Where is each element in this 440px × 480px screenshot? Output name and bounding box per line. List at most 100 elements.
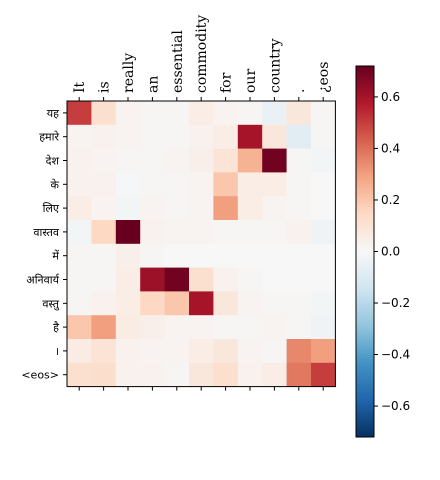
heatmap-cell (237, 267, 263, 292)
y-tick-label: के (51, 178, 60, 191)
heatmap-cell (237, 291, 263, 316)
heatmap-cell (237, 101, 263, 126)
heatmap-cell (91, 101, 117, 126)
heatmap-cell (213, 172, 239, 197)
heatmap-cell (286, 362, 312, 387)
heatmap-cell (311, 267, 336, 292)
heatmap-cell (140, 220, 165, 245)
heatmap-cell (140, 101, 165, 126)
heatmap-cell (213, 220, 239, 245)
colorbar-tick-label: 0.6 (381, 90, 400, 104)
heatmap-cell (91, 243, 117, 268)
heatmap-cell (311, 315, 336, 340)
x-tick-label: really (121, 53, 137, 93)
heatmap-cell (262, 148, 287, 173)
heatmap-cell (164, 362, 190, 387)
heatmap-cell (213, 243, 239, 268)
heatmap-cell (189, 196, 214, 221)
heatmap-cell (140, 267, 165, 292)
x-tick-label: is (97, 81, 113, 93)
heatmap-cell (262, 124, 287, 149)
heatmap-cell (91, 362, 117, 387)
heatmap-cell (213, 101, 239, 126)
heatmap-cell (164, 172, 190, 197)
heatmap-cell (189, 291, 214, 316)
heatmap-cell (286, 339, 312, 364)
x-tick-label: It (72, 81, 88, 93)
heatmap-cell (91, 291, 117, 316)
heatmap-cell (262, 362, 287, 387)
heatmap-cell (213, 291, 239, 316)
x-tick-label: for (219, 72, 235, 93)
colorbar-tick-label: 0.4 (381, 141, 400, 155)
heatmap-cell (286, 243, 312, 268)
heatmap-cell (311, 339, 336, 364)
heatmap-cell (140, 362, 165, 387)
heatmap-cell (311, 101, 336, 126)
x-tick-label: ¿eos (316, 62, 332, 93)
heatmap-cell (286, 196, 312, 221)
heatmap-cell (213, 362, 239, 387)
heatmap-cell (164, 196, 190, 221)
heatmap-cell (189, 220, 214, 245)
y-tick-label: देश (46, 155, 60, 168)
heatmap-cell (91, 220, 117, 245)
heatmap-cell (311, 243, 336, 268)
heatmap-cell (115, 291, 141, 316)
y-tick-label: वस्तु (42, 297, 60, 310)
heatmap-cell (115, 362, 141, 387)
heatmap-cell (140, 196, 165, 221)
heatmap-cell (189, 101, 214, 126)
heatmap-cell (189, 267, 214, 292)
x-tick-label: commodity (194, 15, 210, 93)
colorbar-tick-label: −0.4 (381, 348, 410, 362)
heatmap-cell (262, 196, 287, 221)
heatmap-cell (286, 220, 312, 245)
heatmap-cell (311, 291, 336, 316)
heatmap-cell (237, 196, 263, 221)
heatmap-cell (237, 220, 263, 245)
heatmap-cell (164, 220, 190, 245)
y-tick-label: वास्तव (33, 226, 60, 239)
heatmap-cell (67, 124, 92, 149)
heatmap-cell (115, 339, 141, 364)
heatmap-cell (237, 148, 263, 173)
heatmap-cell (115, 267, 141, 292)
colorbar-axis: 0.6 0.4 0.2 0.0 −0.2 −0.4 −0.6 (374, 90, 410, 413)
heatmap-cell (115, 243, 141, 268)
heatmap-cell (213, 315, 239, 340)
y-tick-label: यह (47, 107, 59, 120)
heatmap-cell (262, 267, 287, 292)
heatmap-cell (262, 243, 287, 268)
heatmap-cell (237, 243, 263, 268)
heatmap-cell (213, 267, 239, 292)
heatmap-cell (262, 101, 287, 126)
colorbar-tick-label: −0.2 (381, 296, 410, 310)
heatmap-cell (189, 339, 214, 364)
y-tick-label: <eos> (21, 369, 59, 382)
heatmap-cell (189, 243, 214, 268)
heatmap-cell (115, 124, 141, 149)
heatmap-cell (140, 124, 165, 149)
heatmap-cell (237, 124, 263, 149)
heatmap-cell (140, 339, 165, 364)
heatmap-cell (91, 267, 117, 292)
heatmap-cell (311, 124, 336, 149)
heatmap-cell (140, 148, 165, 173)
heatmap-cell (262, 172, 287, 197)
heatmap-cell (262, 220, 287, 245)
heatmap-cell (67, 196, 92, 221)
heatmap-cell (67, 148, 92, 173)
heatmap-cell (311, 172, 336, 197)
heatmap-cell (115, 101, 141, 126)
heatmap-cell (140, 172, 165, 197)
x-axis: It is really an essential commodity for our coun… (72, 15, 332, 391)
y-tick-label: अनिवार्य (26, 274, 60, 287)
heatmap-cell (237, 362, 263, 387)
heatmap-cell (140, 315, 165, 340)
heatmap-cell (213, 196, 239, 221)
heatmap-cell (91, 315, 117, 340)
heatmap-cell (237, 315, 263, 340)
heatmap-cell (311, 196, 336, 221)
